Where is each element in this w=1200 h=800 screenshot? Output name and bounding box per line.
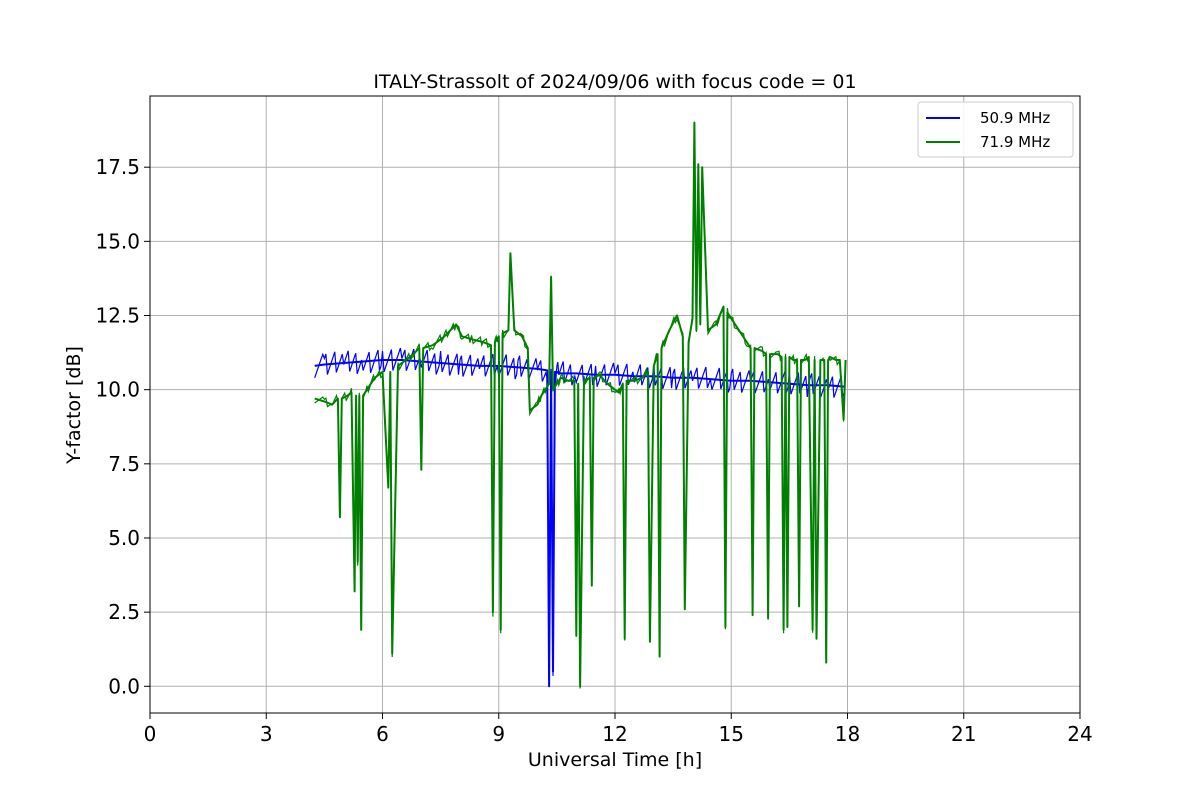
- y-tick-label: 7.5: [108, 452, 140, 476]
- legend-box: [917, 101, 1074, 158]
- series-71-9-mhz: [314, 121, 847, 689]
- series-layer: [314, 121, 847, 689]
- y-tick-label: 2.5: [108, 600, 140, 624]
- y-tick-label: 0.0: [108, 674, 140, 698]
- legend-entry: 71.9 MHz: [980, 133, 1050, 151]
- x-tick-label: 6: [376, 722, 389, 746]
- x-tick-label: 9: [492, 722, 505, 746]
- y-axis-label: Y-factor [dB]: [63, 346, 85, 465]
- plot-area: [314, 121, 847, 689]
- series-noise-band: [314, 347, 845, 676]
- y-tick-label: 10.0: [95, 378, 140, 402]
- chart-title: ITALY-Strassolt of 2024/09/06 with focus…: [373, 71, 856, 93]
- legend: 50.9 MHz 71.9 MHz: [917, 101, 1074, 158]
- y-axis: 0.0 2.5 5.0 7.5 10.0 12.5 15.0 17.5: [95, 155, 150, 698]
- y-tick-label: 15.0: [95, 229, 140, 253]
- y-tick-label: 17.5: [95, 155, 140, 179]
- y-tick-label: 12.5: [95, 304, 140, 328]
- series-50-9-mhz: [314, 347, 846, 688]
- x-tick-label: 18: [835, 722, 860, 746]
- x-tick-label: 15: [719, 722, 744, 746]
- y-tick-label: 5.0: [108, 526, 140, 550]
- x-tick-label: 21: [951, 722, 976, 746]
- series-line: [314, 359, 846, 688]
- x-axis-label: Universal Time [h]: [528, 749, 702, 771]
- x-axis: 0 3 6 9 12 15 18 21 24: [144, 713, 1093, 746]
- series-line: [314, 121, 847, 688]
- legend-entry: 50.9 MHz: [980, 109, 1050, 127]
- x-tick-label: 0: [144, 722, 157, 746]
- x-tick-label: 3: [260, 722, 273, 746]
- x-tick-label: 24: [1067, 722, 1092, 746]
- x-tick-label: 12: [602, 722, 627, 746]
